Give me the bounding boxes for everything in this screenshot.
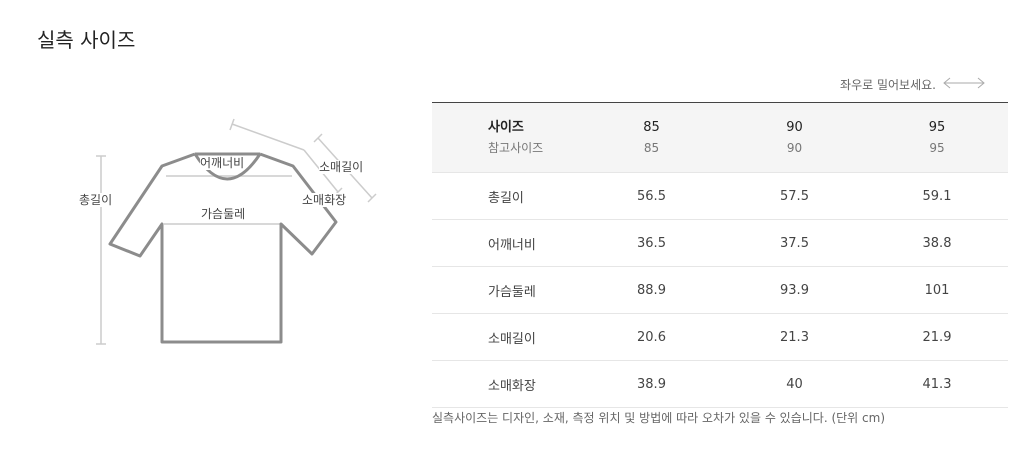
table-row: 가슴둘레 88.9 93.9 101 bbox=[432, 266, 1008, 314]
header-size-label: 사이즈 bbox=[488, 120, 524, 135]
table-cell: 36.5 bbox=[580, 219, 723, 267]
table-cell: 37.5 bbox=[723, 219, 866, 267]
row-label: 소매화장 bbox=[432, 360, 580, 408]
left-right-arrow-icon bbox=[942, 77, 986, 92]
header-ref-size-label: 참고사이즈 bbox=[488, 141, 544, 155]
table-row: 소매화장 38.9 40 41.3 bbox=[432, 360, 1008, 408]
header-label-cell: 사이즈 참고사이즈 bbox=[432, 103, 580, 173]
diagram-label-sleeve-hwajang: 소매화장 bbox=[302, 193, 347, 207]
header-size-cell: 85 85 bbox=[580, 103, 723, 173]
diagram-label-chest: 가슴둘레 bbox=[201, 207, 246, 221]
page-title: 실측 사이즈 bbox=[37, 28, 136, 52]
tshirt-measurement-diagram: 총길이 어깨너비 가슴둘레 소매길이 소매화장 bbox=[60, 110, 390, 360]
table-cell: 88.9 bbox=[580, 266, 723, 314]
table-cell: 20.6 bbox=[580, 313, 723, 361]
table-cell: 21.3 bbox=[723, 313, 866, 361]
ref-size-value: 90 bbox=[786, 141, 803, 155]
size-table-header-row: 사이즈 참고사이즈 85 85 90 90 95 95 bbox=[432, 102, 1008, 173]
table-cell: 40 bbox=[723, 360, 866, 408]
scroll-hint-text: 좌우로 밀어보세요. bbox=[840, 78, 936, 92]
table-row: 어깨너비 36.5 37.5 38.8 bbox=[432, 219, 1008, 267]
table-cell: 59.1 bbox=[866, 172, 1008, 220]
diagram-label-sleeve-length: 소매길이 bbox=[319, 160, 364, 174]
table-cell: 101 bbox=[866, 266, 1008, 314]
row-label: 총길이 bbox=[432, 172, 580, 220]
row-label: 어깨너비 bbox=[432, 219, 580, 267]
scroll-hint: 좌우로 밀어보세요. bbox=[840, 76, 986, 93]
table-cell: 38.8 bbox=[866, 219, 1008, 267]
table-cell: 38.9 bbox=[580, 360, 723, 408]
row-label: 소매길이 bbox=[432, 313, 580, 361]
header-size-cell: 95 95 bbox=[866, 103, 1008, 173]
table-row: 소매길이 20.6 21.3 21.9 bbox=[432, 313, 1008, 361]
diagram-label-shoulder-width: 어깨너비 bbox=[200, 156, 245, 170]
table-cell: 57.5 bbox=[723, 172, 866, 220]
diagram-label-total-length: 총길이 bbox=[79, 193, 113, 207]
table-cell: 41.3 bbox=[866, 360, 1008, 408]
measurement-note: 실측사이즈는 디자인, 소재, 측정 위치 및 방법에 따라 오차가 있을 수 … bbox=[432, 411, 886, 425]
ref-size-value: 95 bbox=[929, 141, 945, 155]
table-row: 총길이 56.5 57.5 59.1 bbox=[432, 172, 1008, 220]
tshirt-illustration bbox=[96, 118, 377, 345]
header-size-cell: 90 90 bbox=[723, 103, 866, 173]
size-value: 95 bbox=[928, 120, 946, 135]
table-cell: 56.5 bbox=[580, 172, 723, 220]
size-value: 90 bbox=[786, 120, 803, 135]
table-cell: 93.9 bbox=[723, 266, 866, 314]
ref-size-value: 85 bbox=[643, 141, 660, 155]
size-value: 85 bbox=[643, 120, 660, 135]
table-cell: 21.9 bbox=[866, 313, 1008, 361]
size-table-container[interactable]: 사이즈 참고사이즈 85 85 90 90 95 95 총길이 bbox=[432, 102, 1008, 408]
row-label: 가슴둘레 bbox=[432, 266, 580, 314]
size-table: 사이즈 참고사이즈 85 85 90 90 95 95 총길이 bbox=[432, 102, 1008, 408]
